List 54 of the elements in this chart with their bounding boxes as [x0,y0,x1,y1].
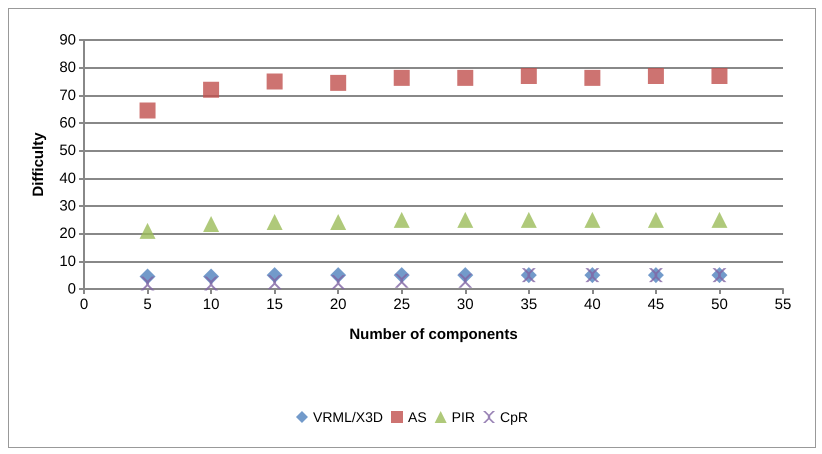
x-tick-label: 50 [711,296,728,313]
y-tick-label: 50 [59,142,76,160]
x-tick-label: 40 [584,296,601,313]
y-tick-label: 80 [59,59,76,76]
point [330,214,346,230]
x-tick-label: 10 [202,296,220,313]
legend-label: VRML/X3D [312,409,384,425]
y-tick-label: 40 [59,170,76,187]
y-tick-label: 60 [59,114,76,132]
y-tick-label: 10 [59,252,76,270]
y-tick-label: 30 [59,198,76,214]
x-tick-label: 15 [266,296,283,313]
point [140,222,156,239]
point [203,216,220,232]
point [203,82,220,98]
point [711,68,728,84]
point [204,276,218,290]
point [140,276,155,290]
point [394,212,410,228]
point [520,68,537,84]
legend-label: CpR [500,409,528,425]
legend-label: PIR [452,409,476,425]
point [330,74,346,91]
point [711,212,728,228]
x-tick-label: 5 [143,296,152,313]
point [584,70,600,86]
point [584,212,600,228]
point [520,212,537,228]
x-tick-label: 20 [330,296,347,313]
y-tick-label: 0 [68,280,76,298]
x-tick-label: 25 [393,296,410,313]
y-tick-label: 20 [59,225,76,242]
x-tick-label: 30 [456,296,474,313]
point [394,70,410,86]
point [331,275,346,290]
x-tick-label: 0 [80,296,88,313]
x-tick-label: 35 [520,296,538,313]
point [648,212,664,228]
point [268,275,282,290]
y-tick-label: 90 [59,32,76,48]
legend-label: AS [408,409,427,425]
point [458,274,472,288]
point [648,68,664,84]
point [394,274,409,288]
point [457,212,474,228]
y-tick-label: 70 [59,86,76,104]
point [140,102,156,119]
x-axis-title: Number of components [349,326,518,343]
point [457,70,474,86]
x-tick-label: 45 [648,296,664,313]
point [266,74,283,90]
y-axis-title: Difficulty [30,132,47,197]
x-tick-label: 55 [774,296,792,313]
point [266,214,283,230]
